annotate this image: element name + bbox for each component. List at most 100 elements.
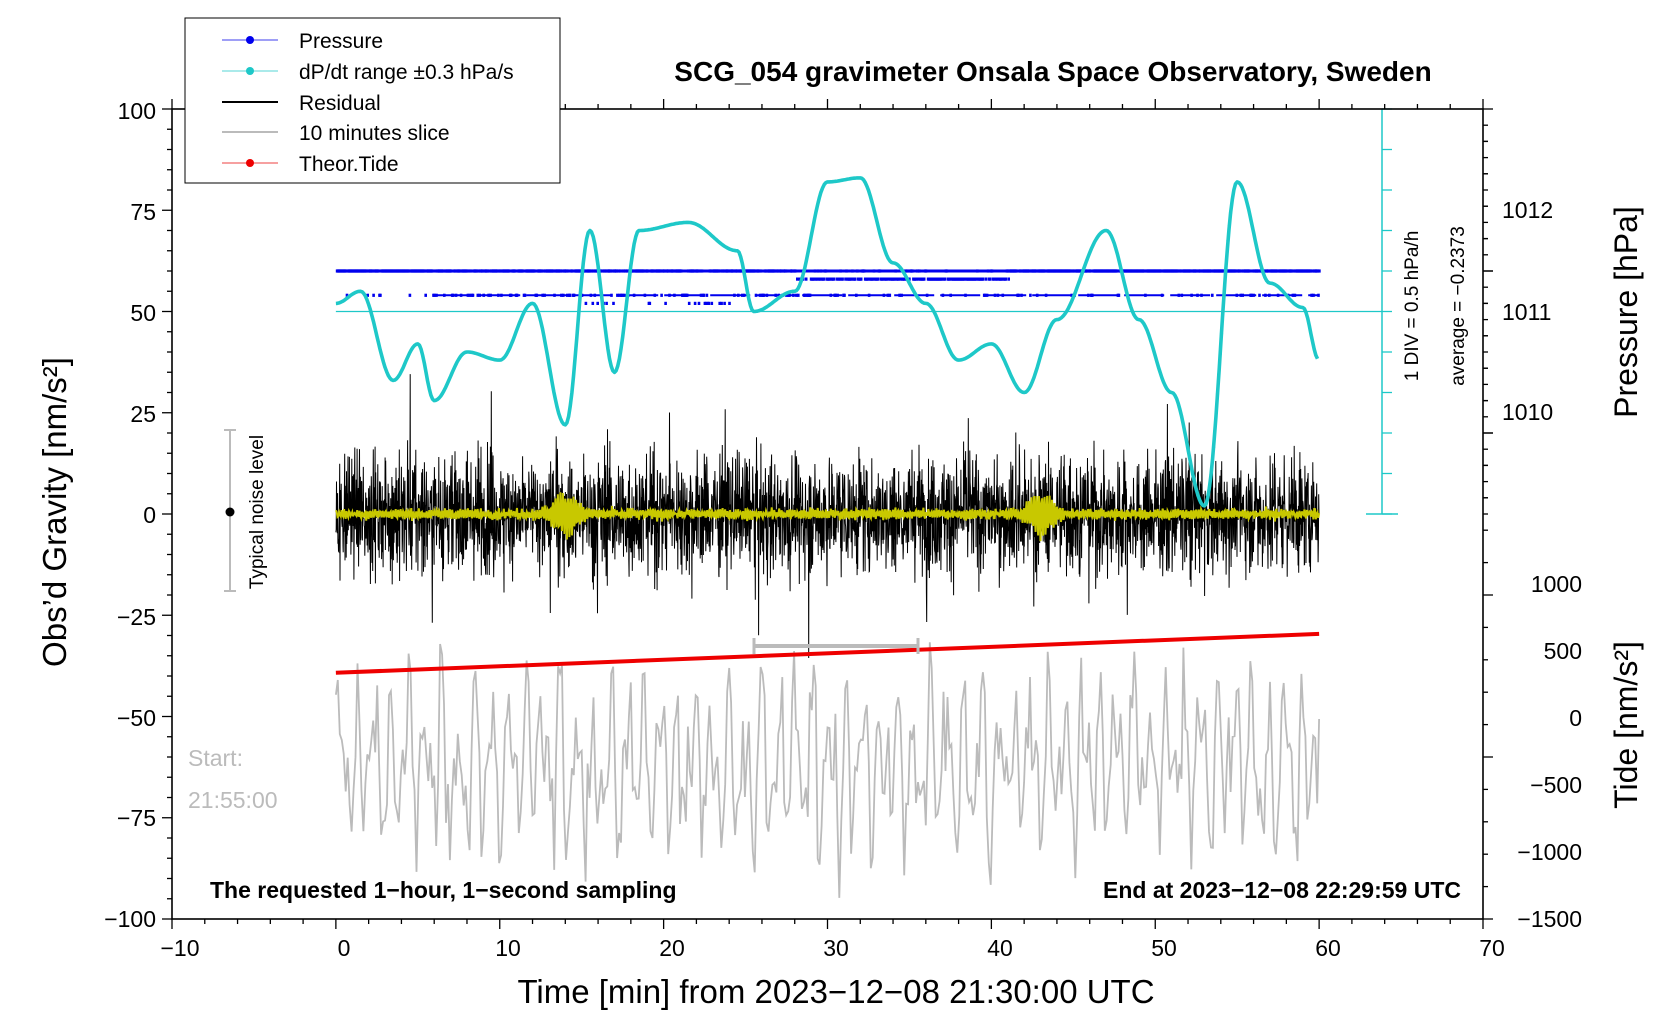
x-tick-label: 30 <box>823 935 849 961</box>
y-tick-label: −50 <box>117 705 156 731</box>
y-tick-label: 100 <box>118 98 156 124</box>
noise-center-dot <box>225 507 235 517</box>
dpdt-point <box>1191 471 1195 475</box>
pressure-point <box>893 277 896 281</box>
sampling-note: The requested 1−hour, 1−second sampling <box>210 877 677 903</box>
y-tick-label: −25 <box>117 604 156 630</box>
pressure-point <box>476 293 480 297</box>
pressure-point <box>975 277 978 281</box>
pressure-point <box>697 301 701 305</box>
y-tick-label: 75 <box>130 199 156 225</box>
pressure-point <box>707 301 711 305</box>
pressure-point <box>841 277 844 281</box>
pressure-point <box>664 301 667 305</box>
pressure-point <box>838 277 841 281</box>
dpdt-point <box>1226 239 1230 243</box>
tide-tick-label: 500 <box>1544 638 1582 664</box>
legend-label: Theor.Tide <box>299 153 399 176</box>
pressure-point <box>366 293 369 297</box>
pressure-point <box>844 277 847 281</box>
y-tick-label: −75 <box>117 805 156 831</box>
pressure-point <box>660 293 663 297</box>
pressure-point <box>796 277 799 281</box>
pressure-point <box>687 301 691 305</box>
y-tick-label: −100 <box>104 906 156 932</box>
noise-level-indicator <box>224 429 236 592</box>
dpdt-point <box>1222 292 1226 296</box>
div-note: 1 DIV = 0.5 hPa/h <box>1402 231 1423 382</box>
y-tick-label: 0 <box>143 502 156 528</box>
pressure-point <box>859 277 863 281</box>
dpdt-point <box>1189 465 1193 469</box>
pressure-point <box>1117 293 1121 297</box>
pressure-point <box>568 293 572 297</box>
tide-tick-label: −500 <box>1530 772 1582 798</box>
dpdt-point <box>1204 503 1208 507</box>
pressure-point <box>612 301 615 305</box>
x-tick-label: 40 <box>987 935 1013 961</box>
dpdt-point <box>1221 311 1225 316</box>
pressure-tick-label: 1010 <box>1502 399 1553 425</box>
pressure-point <box>720 301 723 305</box>
pressure-point <box>828 277 832 281</box>
dpdt-point <box>1229 211 1233 215</box>
pressure-point <box>963 277 966 281</box>
pressure-point <box>379 293 382 297</box>
legend-marker-dpdt <box>246 67 254 75</box>
average-note: average = −0.2373 <box>1448 226 1469 386</box>
y-tick-labels: −100 −75 −50 −25 0 25 50 75 100 <box>104 98 156 932</box>
tide-tick-label: 0 <box>1569 705 1582 731</box>
legend-marker-tide <box>246 159 254 167</box>
dpdt-point <box>1197 497 1201 501</box>
pressure-point <box>948 277 951 281</box>
pressure-point <box>1007 277 1010 281</box>
legend-box <box>184 17 561 184</box>
pressure-point <box>705 293 709 297</box>
legend-entry-dpdt: dP/dt range ±0.3 hPa/s <box>222 61 514 84</box>
legend-entry-tide: Theor.Tide <box>222 153 399 176</box>
tide-tick-label: −1000 <box>1517 839 1582 865</box>
pressure-point <box>584 301 588 305</box>
residual-line <box>335 374 1320 659</box>
dpdt-point <box>1215 392 1220 396</box>
pressure-point <box>843 293 846 297</box>
pressure-point <box>710 301 714 305</box>
x-tick-label: 50 <box>1151 935 1177 961</box>
pressure-point <box>1211 293 1214 297</box>
dpdt-point <box>1209 473 1213 477</box>
dpdt-point <box>1212 445 1216 449</box>
start-time: 21:55:00 <box>188 787 278 813</box>
pressure-point <box>832 277 835 281</box>
tide-line <box>335 631 1320 675</box>
x-tick-label: 60 <box>1315 935 1341 961</box>
pressure-point <box>804 277 808 281</box>
dpdt-point <box>1192 478 1196 482</box>
pressure-point <box>876 277 880 281</box>
pressure-point <box>822 277 826 281</box>
pressure-point <box>915 277 918 281</box>
pressure-point <box>648 301 652 305</box>
pressure-point <box>850 277 853 281</box>
pressure-point <box>1029 293 1032 297</box>
pressure-point <box>718 301 721 305</box>
x-tick-label: 0 <box>338 935 351 961</box>
dpdt-point <box>1218 352 1222 356</box>
legend-label: Pressure <box>299 30 383 53</box>
pressure-point <box>995 277 999 281</box>
y-tick-label: 50 <box>130 300 156 326</box>
slice-window-bracket <box>752 638 920 654</box>
pressure-point <box>1318 269 1321 273</box>
pressure-point <box>693 301 697 305</box>
legend-label: 10 minutes slice <box>299 122 450 145</box>
legend-entry-pressure: Pressure <box>222 30 383 53</box>
pressure-point <box>917 277 920 281</box>
pressure-point <box>885 277 889 281</box>
pressure-point <box>1000 277 1004 281</box>
pressure-point <box>1004 277 1008 281</box>
pressure-point <box>372 293 375 297</box>
pressure-point <box>596 301 599 305</box>
legend-entry-residual: Residual <box>222 92 381 115</box>
dpdt-line <box>335 176 1320 508</box>
pressure-point <box>616 293 619 297</box>
legend: Pressure dP/dt range ±0.3 hPa/s Residual… <box>184 17 561 184</box>
